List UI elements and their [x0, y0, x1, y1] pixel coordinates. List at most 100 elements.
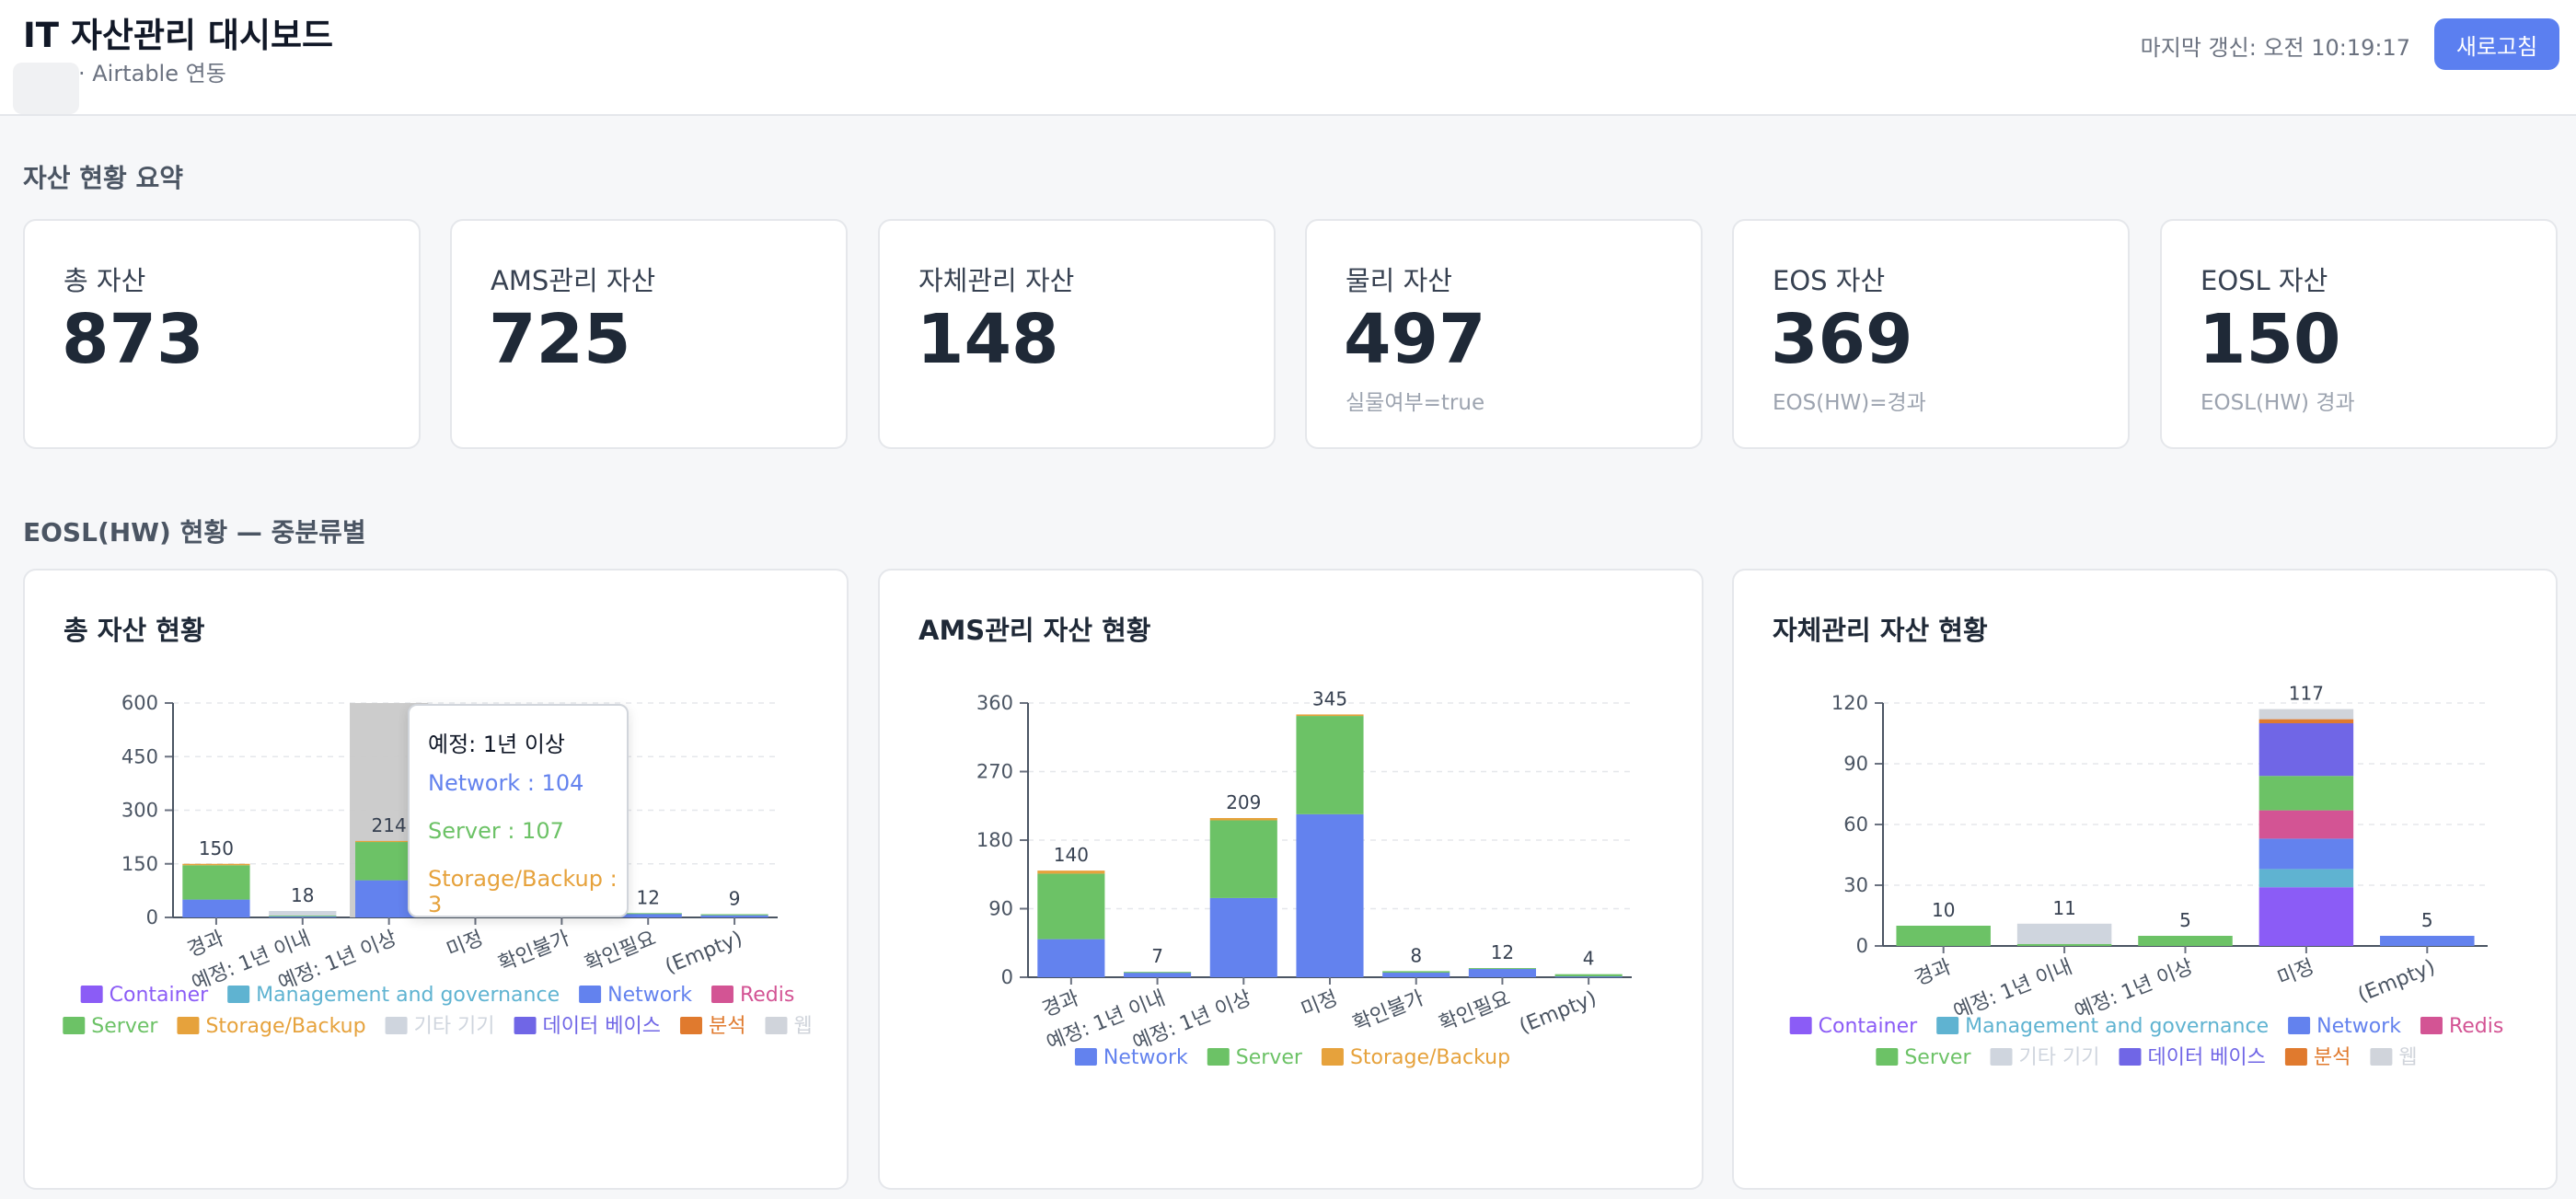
legend-swatch	[765, 1017, 788, 1034]
y-tick-label: 180	[976, 829, 1013, 851]
y-tick-label: 0	[1001, 966, 1013, 988]
bar-segment	[1037, 939, 1105, 977]
kpi-label: 총 자산	[64, 265, 146, 296]
kpi-card-physical: 물리 자산 497 실물여부=true	[1305, 219, 1703, 449]
kpi-label: 자체관리 자산	[918, 265, 1075, 296]
kpi-label: EOS 자산	[1773, 265, 1886, 296]
bar-segment	[1896, 926, 1991, 946]
tooltip-line-storage: Storage/Backup : 3	[428, 866, 618, 917]
app-title: IT 자산관리 대시보드	[23, 16, 334, 55]
kpi-value: 873	[62, 300, 204, 379]
bar-segment	[2138, 936, 2233, 946]
kpi-value: 369	[1771, 300, 1913, 379]
bar-segment	[1468, 968, 1536, 970]
x-tick-label: 미정	[1298, 986, 1341, 1021]
bar-total-label: 18	[291, 884, 314, 906]
legend-swatch	[679, 1017, 702, 1034]
kpi-card-ams: AMS관리 자산 725	[450, 219, 848, 449]
bar-segment	[2258, 719, 2354, 723]
bar-total-label: 150	[199, 837, 234, 859]
bar-segment	[2258, 776, 2354, 811]
x-tick-label: (Empty)	[1516, 986, 1600, 1038]
x-tick-label: 미정	[444, 927, 487, 962]
bar-segment	[2258, 723, 2354, 777]
bar-segment	[1209, 897, 1277, 977]
chart-title: 자체관리 자산 현황	[1773, 615, 1988, 646]
y-tick-label: 90	[1843, 753, 1868, 775]
bar-segment	[1124, 972, 1192, 974]
legend-label: Redis	[2449, 1015, 2503, 1038]
kpi-card-eosl: EOSL 자산 150 EOSL(HW) 경과	[2160, 219, 2558, 449]
legend-swatch	[1936, 1017, 1959, 1034]
summary-section-title: 자산 현황 요약	[23, 163, 184, 193]
y-tick-label: 600	[121, 692, 158, 714]
last-updated: 마지막 갱신: 오전 10:19:17	[2140, 35, 2410, 61]
chart-title: AMS관리 자산 현황	[918, 615, 1151, 646]
legend-label: Server	[1236, 1046, 1303, 1069]
bar-total-label: 214	[372, 814, 407, 836]
x-tick-label: 확인필요	[582, 927, 659, 976]
bar-segment	[1209, 820, 1277, 898]
x-tick-label: 확인불가	[495, 927, 572, 976]
bar-segment	[614, 913, 682, 917]
kpi-label: AMS관리 자산	[491, 265, 656, 296]
kpi-sub: 실물여부=true	[1346, 391, 1485, 415]
bar-segment	[1296, 813, 1364, 977]
bar-total-label: 117	[2289, 683, 2324, 705]
x-tick-label: 경과	[1039, 986, 1082, 1021]
y-tick-label: 150	[121, 853, 158, 875]
refresh-button[interactable]: 새로고침	[2434, 18, 2559, 70]
bar-segment	[614, 913, 682, 915]
y-tick-label: 0	[1856, 935, 1868, 957]
bar-segment	[269, 911, 337, 917]
bar-total-label: 11	[2052, 897, 2075, 919]
bar-segment	[1296, 714, 1364, 717]
kpi-sub: EOSL(HW) 경과	[2201, 391, 2355, 415]
bar-segment	[269, 916, 337, 917]
bar-segment	[700, 915, 768, 917]
bar-segment	[1382, 973, 1450, 977]
legend-swatch	[1321, 1048, 1344, 1066]
bar-segment	[1209, 817, 1277, 821]
bar-segment	[700, 914, 768, 916]
bar-total-label: 9	[729, 888, 741, 910]
top-bar: IT 자산관리 대시보드 AMS · Airtable 연동 마지막 갱신: 오…	[0, 0, 2576, 116]
bar-segment	[2258, 869, 2354, 888]
y-tick-label: 120	[1831, 692, 1868, 714]
legend-label: 데이터 베이스	[543, 1015, 661, 1038]
legend-swatch	[227, 986, 250, 1003]
bar-total-label: 4	[1583, 948, 1595, 970]
eosl-section-title: EOSL(HW) 현황 — 중분류별	[23, 517, 366, 548]
avatar	[13, 63, 79, 114]
legend-swatch	[2420, 1017, 2443, 1034]
bar-segment	[1382, 971, 1450, 974]
kpi-value: 150	[2199, 300, 2341, 379]
y-tick-label: 270	[976, 761, 1013, 783]
legend-label: 웹	[793, 1015, 812, 1038]
bar-total-label: 345	[1312, 687, 1347, 709]
legend-swatch	[1876, 1048, 1899, 1066]
x-tick-label: 예정: 1년 이내	[1950, 955, 2075, 1023]
bar-segment	[2016, 943, 2112, 946]
legend-swatch	[63, 1017, 86, 1034]
kpi-label: 물리 자산	[1346, 265, 1452, 296]
bar-segment	[182, 865, 250, 900]
bar-segment	[1554, 974, 1623, 977]
bar-total-label: 12	[636, 886, 659, 908]
bar-total-label: 209	[1226, 791, 1261, 813]
legend-swatch	[2284, 1048, 2307, 1066]
x-tick-label: 예정: 1년 이상	[2072, 955, 2197, 1023]
chart-card-ams: AMS관리 자산 현황	[878, 569, 1704, 1190]
legend-label: Server	[1904, 1046, 1971, 1069]
legend-swatch	[80, 986, 103, 1003]
legend-label: 기타 기기	[414, 1015, 495, 1038]
y-tick-label: 450	[121, 745, 158, 767]
x-tick-label: (Empty)	[2354, 955, 2438, 1007]
chart-title: 총 자산 현황	[64, 615, 205, 646]
legend-swatch	[1207, 1048, 1230, 1066]
kpi-sub: EOS(HW)=경과	[1773, 391, 1926, 415]
y-tick-label: 360	[976, 692, 1013, 714]
y-tick-label: 300	[121, 800, 158, 822]
legend-label: 데이터 베이스	[2147, 1046, 2265, 1069]
legend-label: 웹	[2398, 1046, 2417, 1069]
